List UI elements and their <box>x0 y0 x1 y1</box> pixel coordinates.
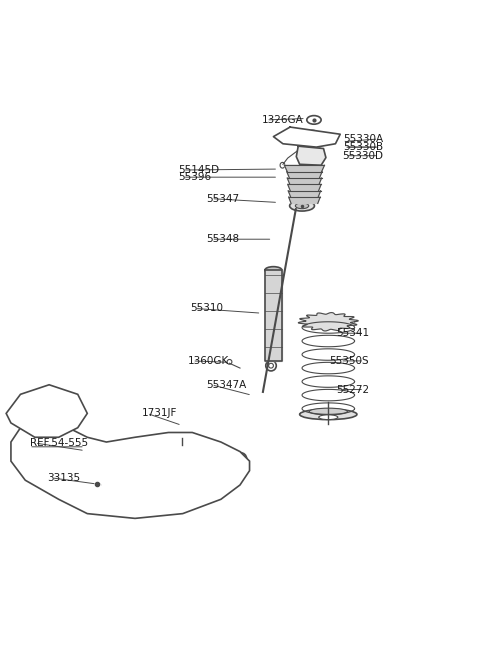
Ellipse shape <box>280 162 285 168</box>
Ellipse shape <box>40 407 48 415</box>
Text: 1360GK: 1360GK <box>188 356 229 366</box>
Ellipse shape <box>34 462 46 470</box>
Ellipse shape <box>180 444 184 448</box>
Text: 1326GA: 1326GA <box>262 115 303 125</box>
Text: 33135: 33135 <box>47 473 80 483</box>
Ellipse shape <box>301 130 320 143</box>
Ellipse shape <box>227 360 232 364</box>
Ellipse shape <box>319 415 338 420</box>
Text: 55330B: 55330B <box>343 142 383 152</box>
Ellipse shape <box>295 203 309 209</box>
Text: 55347: 55347 <box>206 194 240 204</box>
Polygon shape <box>287 172 322 178</box>
Text: 55347A: 55347A <box>206 380 247 390</box>
Polygon shape <box>298 312 358 331</box>
Ellipse shape <box>225 464 237 472</box>
Text: REF.54-555: REF.54-555 <box>30 438 88 448</box>
Polygon shape <box>296 146 326 165</box>
Ellipse shape <box>266 360 276 371</box>
Polygon shape <box>287 178 322 184</box>
Text: 1731JF: 1731JF <box>142 409 178 419</box>
Ellipse shape <box>269 364 274 368</box>
Ellipse shape <box>300 150 321 160</box>
Text: 55145D: 55145D <box>178 165 219 175</box>
Polygon shape <box>265 271 282 361</box>
Ellipse shape <box>35 402 53 420</box>
Ellipse shape <box>265 267 282 274</box>
Polygon shape <box>288 184 321 191</box>
Ellipse shape <box>228 466 233 470</box>
Polygon shape <box>288 197 320 204</box>
Ellipse shape <box>115 488 127 496</box>
Polygon shape <box>288 191 321 197</box>
Ellipse shape <box>162 488 174 496</box>
Polygon shape <box>6 384 87 438</box>
Ellipse shape <box>75 481 80 484</box>
Ellipse shape <box>37 464 42 468</box>
Text: 55396: 55396 <box>178 172 211 182</box>
Text: 55330A: 55330A <box>343 134 383 144</box>
Ellipse shape <box>204 481 209 484</box>
Ellipse shape <box>166 491 171 494</box>
Ellipse shape <box>307 116 321 124</box>
Ellipse shape <box>233 453 247 465</box>
Ellipse shape <box>72 478 84 487</box>
Text: 55272: 55272 <box>336 384 369 394</box>
Text: 55350S: 55350S <box>329 356 369 366</box>
Text: 55341: 55341 <box>336 328 369 338</box>
Text: 55330D: 55330D <box>342 151 383 160</box>
Ellipse shape <box>289 200 314 211</box>
Ellipse shape <box>179 436 185 441</box>
Ellipse shape <box>118 491 123 494</box>
Text: 55310: 55310 <box>190 303 223 313</box>
Polygon shape <box>11 423 250 518</box>
Ellipse shape <box>305 133 316 140</box>
Ellipse shape <box>309 408 348 415</box>
Ellipse shape <box>201 478 213 487</box>
Polygon shape <box>274 127 340 147</box>
Ellipse shape <box>23 445 33 454</box>
Text: 55348: 55348 <box>206 234 240 244</box>
Ellipse shape <box>237 456 243 462</box>
Ellipse shape <box>300 409 357 420</box>
Polygon shape <box>284 165 324 172</box>
Ellipse shape <box>301 145 320 152</box>
Ellipse shape <box>18 440 37 458</box>
Ellipse shape <box>321 319 336 325</box>
